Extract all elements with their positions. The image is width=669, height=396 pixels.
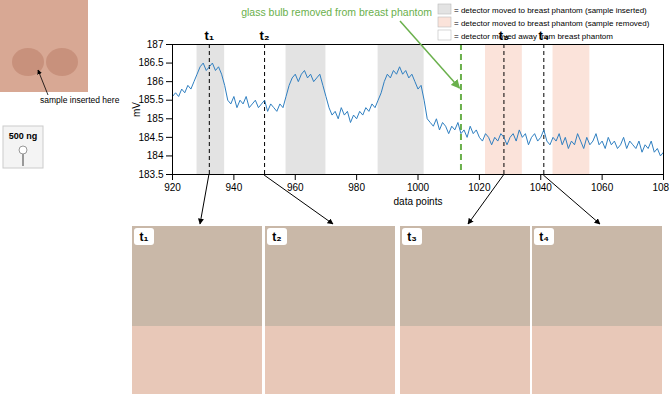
svg-text:183.5: 183.5: [138, 169, 163, 180]
svg-text:1080: 1080: [652, 182, 669, 193]
svg-text:t₄: t₄: [539, 230, 549, 244]
svg-text:data points: data points: [394, 196, 443, 207]
svg-text:t₁: t₁: [140, 230, 149, 244]
svg-text:t₃: t₃: [499, 28, 509, 43]
svg-text:185.5: 185.5: [138, 94, 163, 105]
svg-text:186.5: 186.5: [138, 57, 163, 68]
svg-text:= detector moved away from bre: = detector moved away from breast phanto…: [454, 32, 613, 41]
svg-text:t₂: t₂: [260, 28, 270, 43]
svg-text:940: 940: [226, 182, 243, 193]
svg-text:1060: 1060: [591, 182, 614, 193]
svg-text:t₁: t₁: [204, 28, 214, 43]
svg-text:184.5: 184.5: [138, 132, 163, 143]
svg-text:t₂: t₂: [272, 230, 281, 244]
svg-text:184: 184: [147, 150, 164, 161]
svg-text:920: 920: [164, 182, 181, 193]
svg-text:= detector moved to breast pha: = detector moved to breast phantom (samp…: [454, 6, 647, 15]
svg-text:sample inserted here: sample inserted here: [40, 95, 120, 105]
svg-text:t₄: t₄: [539, 28, 550, 43]
svg-text:1000: 1000: [407, 182, 430, 193]
svg-text:186: 186: [147, 76, 164, 87]
svg-text:185: 185: [147, 113, 164, 124]
svg-text:mV: mV: [131, 102, 142, 117]
svg-text:= detector moved to breast pha: = detector moved to breast phantom (samp…: [454, 19, 650, 28]
svg-text:t₃: t₃: [407, 230, 417, 244]
svg-text:1020: 1020: [468, 182, 491, 193]
svg-text:500 ng: 500 ng: [9, 131, 38, 141]
svg-text:glass bulb removed from breast: glass bulb removed from breast phantom: [241, 6, 432, 18]
svg-text:960: 960: [287, 182, 304, 193]
svg-text:980: 980: [348, 182, 365, 193]
svg-text:187: 187: [147, 39, 164, 50]
svg-text:1040: 1040: [530, 182, 553, 193]
